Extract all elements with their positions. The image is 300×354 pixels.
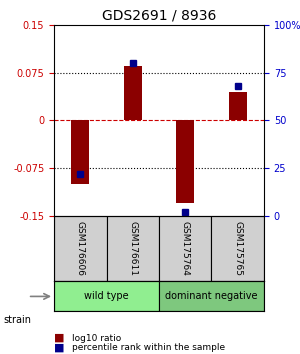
Text: dominant negative: dominant negative bbox=[165, 291, 258, 301]
FancyBboxPatch shape bbox=[159, 281, 264, 312]
Text: strain: strain bbox=[3, 315, 31, 325]
Text: GSM176606: GSM176606 bbox=[76, 221, 85, 276]
FancyBboxPatch shape bbox=[106, 216, 159, 281]
Text: GSM175764: GSM175764 bbox=[181, 221, 190, 276]
Text: ■: ■ bbox=[54, 333, 64, 343]
Title: GDS2691 / 8936: GDS2691 / 8936 bbox=[102, 8, 216, 22]
FancyBboxPatch shape bbox=[159, 216, 211, 281]
Bar bbox=[176, 120, 194, 203]
FancyBboxPatch shape bbox=[54, 281, 159, 312]
Text: GSM175765: GSM175765 bbox=[233, 221, 242, 276]
Text: wild type: wild type bbox=[84, 291, 129, 301]
Bar bbox=[124, 66, 142, 120]
FancyBboxPatch shape bbox=[212, 216, 264, 281]
Text: ■: ■ bbox=[54, 343, 64, 353]
Text: log10 ratio: log10 ratio bbox=[72, 333, 121, 343]
Bar bbox=[229, 92, 247, 120]
Text: GSM176611: GSM176611 bbox=[128, 221, 137, 276]
FancyBboxPatch shape bbox=[54, 216, 106, 281]
Text: percentile rank within the sample: percentile rank within the sample bbox=[72, 343, 225, 352]
Bar bbox=[71, 120, 89, 184]
